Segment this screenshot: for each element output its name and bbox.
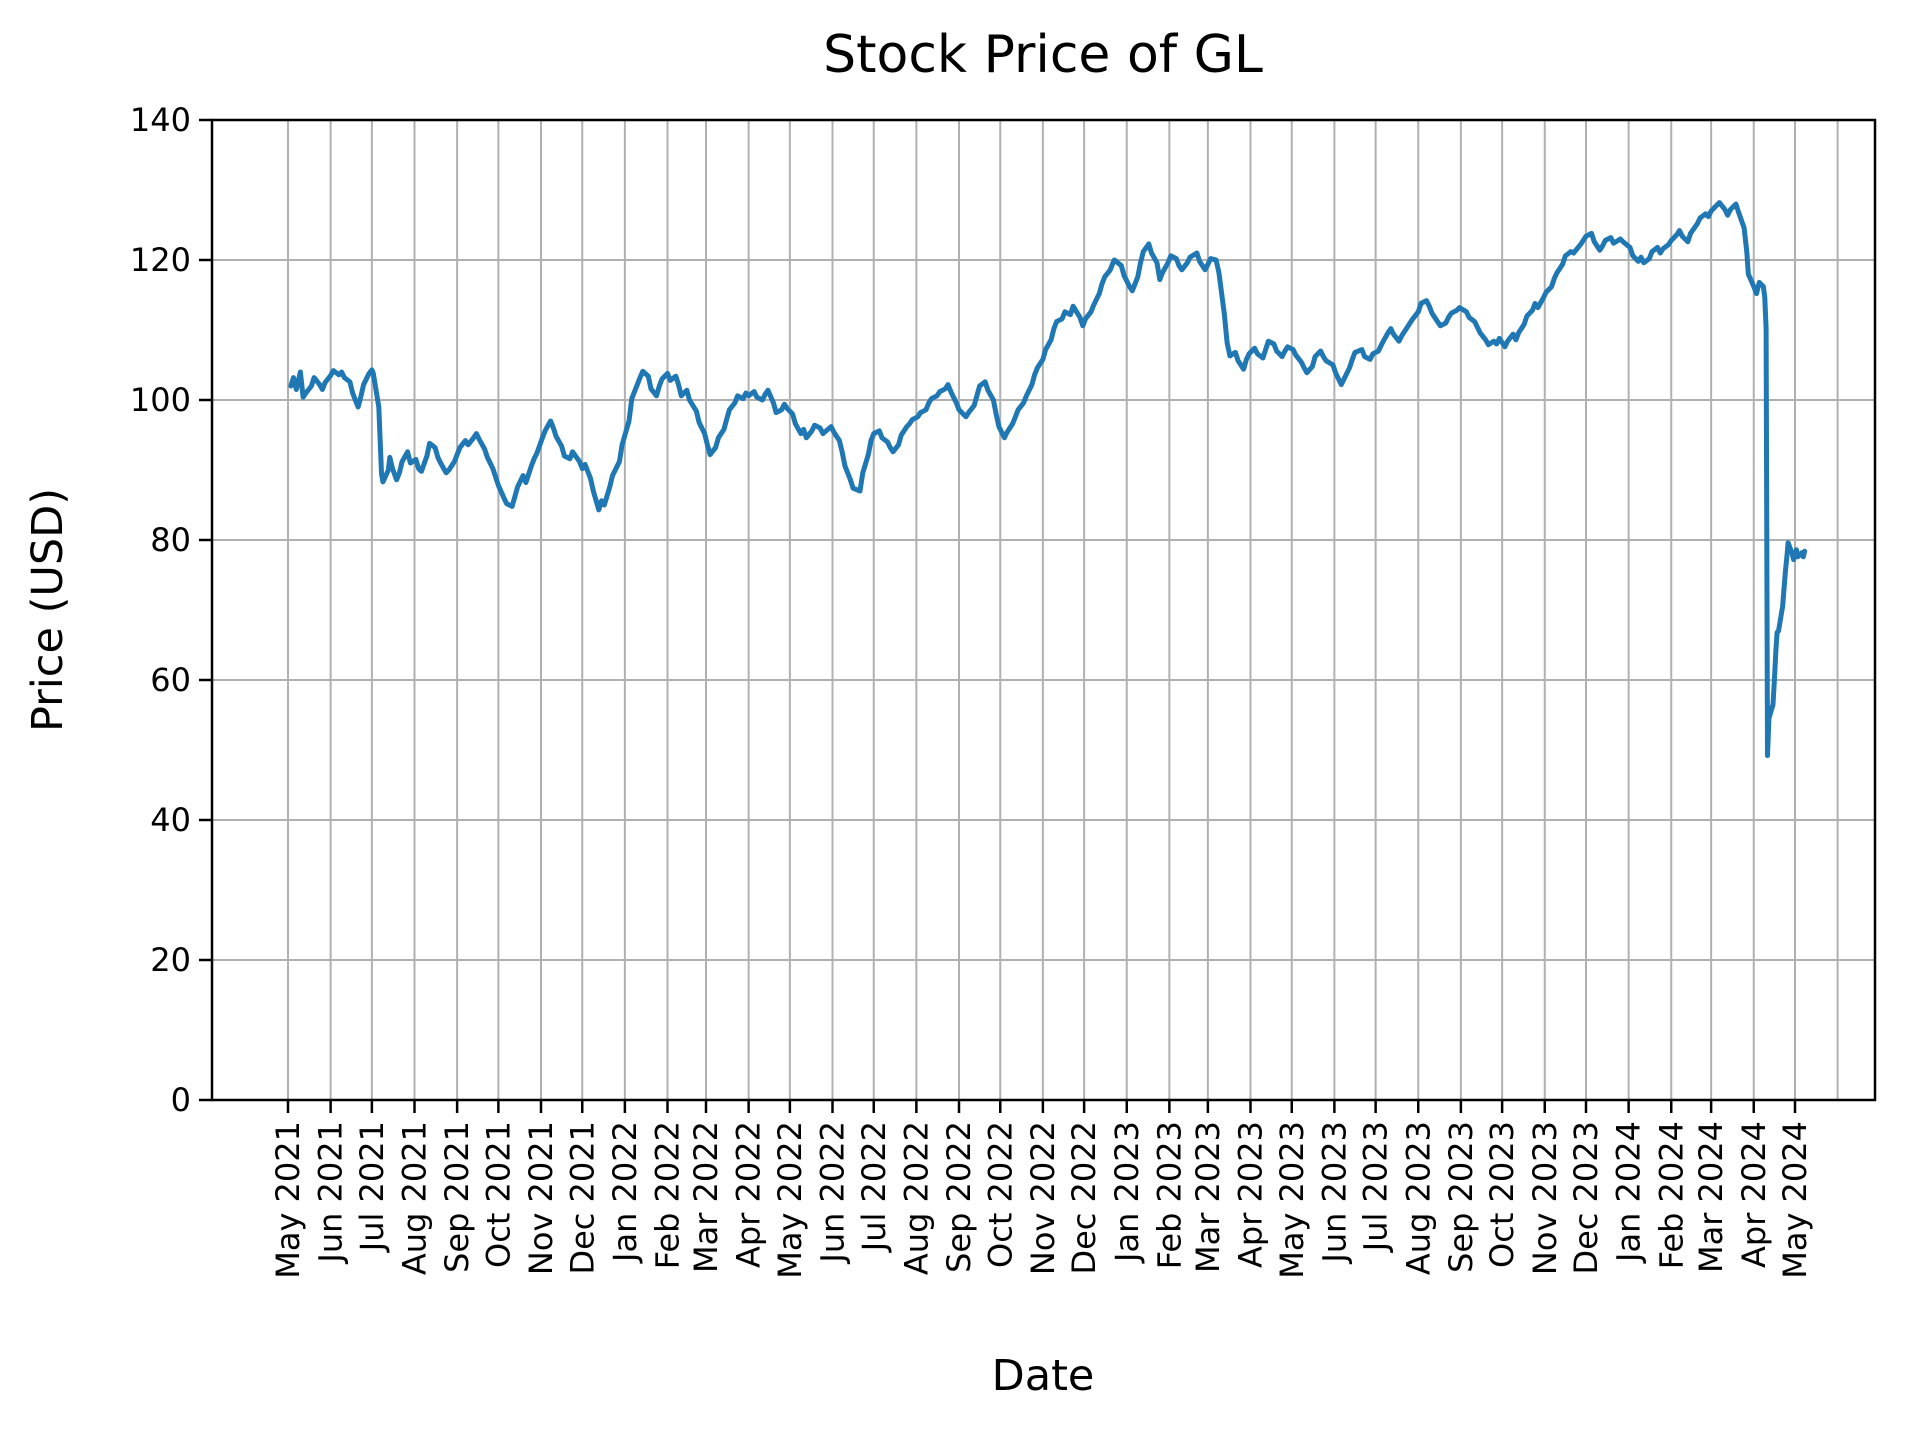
x-axis-tick-labels: May 2021 Jun 2021 Jul 2021 Aug 2021 Sep 2021… — [269, 1121, 1814, 1279]
x-tick-label: Jul 2023 — [1357, 1121, 1395, 1253]
x-tick-label: Mar 2022 — [687, 1121, 725, 1273]
y-tick-label: 120 — [130, 241, 191, 279]
x-tick-label: Feb 2024 — [1652, 1121, 1690, 1269]
y-tick-label: 60 — [150, 661, 191, 699]
x-tick-label: Aug 2021 — [396, 1121, 434, 1275]
x-tick-label: Jun 2021 — [312, 1121, 350, 1265]
x-axis-label: Date — [992, 1351, 1095, 1401]
x-tick-label: Jul 2021 — [353, 1121, 391, 1253]
x-tick-label: Sep 2023 — [1442, 1121, 1480, 1273]
x-tick-label: Mar 2023 — [1189, 1121, 1227, 1273]
x-tick-label: Dec 2023 — [1567, 1121, 1605, 1275]
x-tick-label: Jan 2024 — [1610, 1121, 1648, 1264]
y-tick-label: 0 — [171, 1081, 191, 1119]
grid-lines — [212, 119, 1875, 1101]
x-tick-label: Nov 2023 — [1526, 1121, 1564, 1275]
x-tick-label: May 2022 — [771, 1121, 809, 1279]
y-tick-label: 20 — [150, 941, 191, 979]
x-tick-label: Jul 2022 — [855, 1121, 893, 1253]
chart-title: Stock Price of GL — [823, 25, 1263, 85]
x-tick-label: Nov 2022 — [1024, 1121, 1062, 1275]
x-tick-label: Feb 2022 — [649, 1121, 687, 1269]
x-tick-label: Jan 2023 — [1108, 1121, 1146, 1264]
y-tick-label: 40 — [150, 801, 191, 839]
x-tick-label: Jun 2022 — [814, 1121, 852, 1265]
x-tick-label: May 2021 — [269, 1121, 307, 1279]
x-tick-label: Aug 2022 — [897, 1121, 935, 1275]
x-tick-label: Jun 2023 — [1315, 1121, 1353, 1265]
x-tick-label: Oct 2022 — [981, 1121, 1019, 1268]
x-tick-label: Sep 2021 — [438, 1121, 476, 1273]
x-tick-label: Apr 2022 — [730, 1121, 768, 1268]
x-tick-label: Apr 2024 — [1735, 1121, 1773, 1268]
y-tick-label: 80 — [150, 521, 191, 559]
tick-marks — [199, 118, 1797, 1113]
x-tick-label: Apr 2023 — [1232, 1121, 1270, 1268]
x-tick-label: Aug 2023 — [1399, 1121, 1437, 1275]
y-tick-label: 140 — [130, 101, 191, 139]
x-tick-label: May 2024 — [1776, 1121, 1814, 1279]
x-tick-label: Dec 2021 — [563, 1121, 601, 1275]
y-axis-label: Price (USD) — [23, 488, 73, 732]
x-tick-label: Nov 2021 — [522, 1121, 560, 1275]
x-tick-label: Sep 2022 — [940, 1121, 978, 1273]
price-line — [288, 200, 1808, 759]
x-tick-label: Dec 2022 — [1065, 1121, 1103, 1275]
y-axis-tick-labels: 0 20 40 60 80 100 120 140 — [130, 101, 191, 1119]
price-line-group — [288, 200, 1808, 759]
x-tick-label: Oct 2021 — [479, 1121, 517, 1268]
y-tick-label: 100 — [130, 381, 191, 419]
x-tick-label: Jan 2022 — [606, 1121, 644, 1264]
x-tick-label: Feb 2023 — [1150, 1121, 1188, 1269]
x-tick-label: Mar 2024 — [1692, 1121, 1730, 1273]
x-tick-label: Oct 2023 — [1483, 1121, 1521, 1268]
x-tick-label: May 2023 — [1273, 1121, 1311, 1279]
